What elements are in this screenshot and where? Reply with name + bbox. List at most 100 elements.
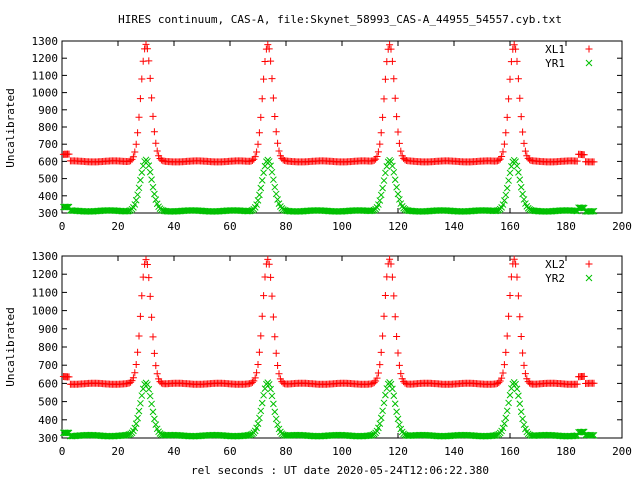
top-x-tick-label: 0 bbox=[59, 220, 66, 233]
data-point-yr1 bbox=[513, 162, 521, 170]
legend-marker-yr2 bbox=[585, 274, 593, 282]
bottom-y-tick-label: 1200 bbox=[32, 268, 59, 281]
data-point-xl1 bbox=[381, 75, 389, 83]
data-point-xl1 bbox=[373, 153, 381, 161]
data-point-xl2 bbox=[373, 374, 381, 382]
data-point-yr1 bbox=[394, 190, 402, 198]
legend-marker-xl2 bbox=[585, 260, 593, 268]
data-point-yr2 bbox=[144, 381, 151, 388]
data-point-xl2 bbox=[150, 349, 158, 357]
data-point-xl1 bbox=[134, 129, 142, 137]
data-point-xl1 bbox=[516, 94, 524, 102]
data-point-yr2 bbox=[146, 392, 154, 400]
data-point-yr2 bbox=[394, 415, 402, 423]
data-point-xl2 bbox=[250, 377, 258, 385]
data-point-yr1 bbox=[590, 207, 598, 215]
data-point-xl2 bbox=[499, 369, 507, 377]
top-y-tick-label: 600 bbox=[38, 155, 58, 168]
data-point-xl2 bbox=[251, 374, 259, 382]
data-point-yr2 bbox=[134, 414, 141, 422]
data-point-yr2 bbox=[501, 420, 508, 427]
top-x-tick-label: 120 bbox=[388, 220, 408, 233]
data-point-xl1 bbox=[510, 41, 518, 49]
data-point-xl2 bbox=[496, 377, 504, 385]
data-point-xl1 bbox=[148, 94, 156, 102]
data-point-yr2 bbox=[515, 392, 522, 400]
data-point-yr1 bbox=[268, 168, 276, 176]
data-point-yr1 bbox=[137, 176, 144, 184]
data-point-xl2 bbox=[268, 292, 276, 300]
data-point-xl1 bbox=[388, 57, 396, 65]
top-x-tick-label: 160 bbox=[500, 220, 520, 233]
bottom-x-tick-label: 100 bbox=[332, 445, 352, 458]
data-point-yr1 bbox=[148, 176, 155, 184]
data-point-xl1 bbox=[258, 95, 266, 103]
data-point-yr2 bbox=[512, 380, 519, 388]
data-point-yr2 bbox=[393, 408, 400, 416]
data-point-xl2 bbox=[514, 292, 522, 300]
data-point-xl2 bbox=[265, 260, 273, 268]
chart-title: HIRES continuum, CAS-A, file:Skynet_5899… bbox=[118, 13, 562, 26]
data-point-xl1 bbox=[517, 113, 525, 121]
data-point-xl2 bbox=[391, 313, 399, 321]
data-point-xl1 bbox=[498, 153, 506, 161]
top-legend: XL1 YR1 bbox=[545, 43, 593, 70]
data-point-yr1 bbox=[516, 176, 524, 184]
bottom-x-tick-label: 80 bbox=[279, 445, 292, 458]
data-point-yr1 bbox=[393, 183, 400, 191]
data-point-yr1 bbox=[152, 196, 160, 203]
data-point-xl2 bbox=[138, 292, 146, 300]
data-point-xl1 bbox=[495, 156, 503, 164]
data-point-yr1 bbox=[267, 162, 274, 170]
data-point-yr1 bbox=[380, 177, 388, 184]
data-point-xl1 bbox=[275, 147, 283, 155]
data-point-yr2 bbox=[267, 385, 274, 393]
data-point-xl2 bbox=[145, 274, 153, 282]
data-point-xl1 bbox=[146, 74, 154, 82]
data-point-xl1 bbox=[379, 113, 387, 121]
bottom-x-tick-label: 160 bbox=[500, 445, 520, 458]
data-point-yr2 bbox=[62, 429, 70, 437]
data-point-xl1 bbox=[387, 45, 395, 53]
data-point-xl1 bbox=[499, 148, 507, 156]
data-point-xl2 bbox=[128, 377, 136, 385]
data-point-xl1 bbox=[142, 40, 150, 48]
data-point-yr2 bbox=[587, 431, 595, 439]
top-x-tick-label: 200 bbox=[612, 220, 632, 233]
data-point-yr1 bbox=[138, 169, 146, 176]
data-point-xl1 bbox=[150, 128, 158, 136]
data-point-xl1 bbox=[268, 75, 276, 83]
data-point-yr1 bbox=[270, 176, 277, 184]
top-y-tick-label: 1200 bbox=[32, 52, 59, 65]
data-point-xl1 bbox=[386, 41, 394, 49]
top-panel: Uncalibrated 0 20 40 60 80 100 120 140 160 180 200… bbox=[4, 35, 632, 233]
data-point-xl2 bbox=[153, 370, 161, 378]
data-point-yr1 bbox=[265, 158, 273, 165]
data-point-yr1 bbox=[132, 196, 140, 204]
data-point-xl2 bbox=[381, 292, 389, 300]
data-point-yr2 bbox=[137, 399, 144, 407]
data-point-xl2 bbox=[580, 372, 588, 380]
data-point-yr1 bbox=[258, 177, 266, 184]
data-point-yr1 bbox=[254, 197, 262, 204]
data-point-xl2 bbox=[136, 312, 144, 320]
data-point-xl2 bbox=[264, 255, 272, 263]
data-point-xl1 bbox=[254, 140, 262, 148]
data-point-xl2 bbox=[143, 260, 151, 268]
data-point-xl2 bbox=[275, 370, 283, 378]
data-point-xl1 bbox=[272, 128, 280, 136]
data-point-xl2 bbox=[388, 273, 396, 281]
bottom-x-tick-label: 20 bbox=[111, 445, 124, 458]
data-point-xl1 bbox=[394, 128, 402, 136]
data-point-xl2 bbox=[505, 312, 513, 320]
legend-label-xl1: XL1 bbox=[545, 43, 565, 56]
data-point-xl1 bbox=[519, 128, 527, 136]
data-point-yr1 bbox=[589, 207, 596, 215]
data-point-xl1 bbox=[502, 129, 510, 137]
legend-label-yr1: YR1 bbox=[545, 57, 565, 70]
data-point-xl2 bbox=[513, 273, 521, 281]
data-point-yr1 bbox=[257, 184, 265, 192]
data-point-yr2 bbox=[272, 415, 280, 423]
bottom-y-tick-label: 700 bbox=[38, 359, 58, 372]
